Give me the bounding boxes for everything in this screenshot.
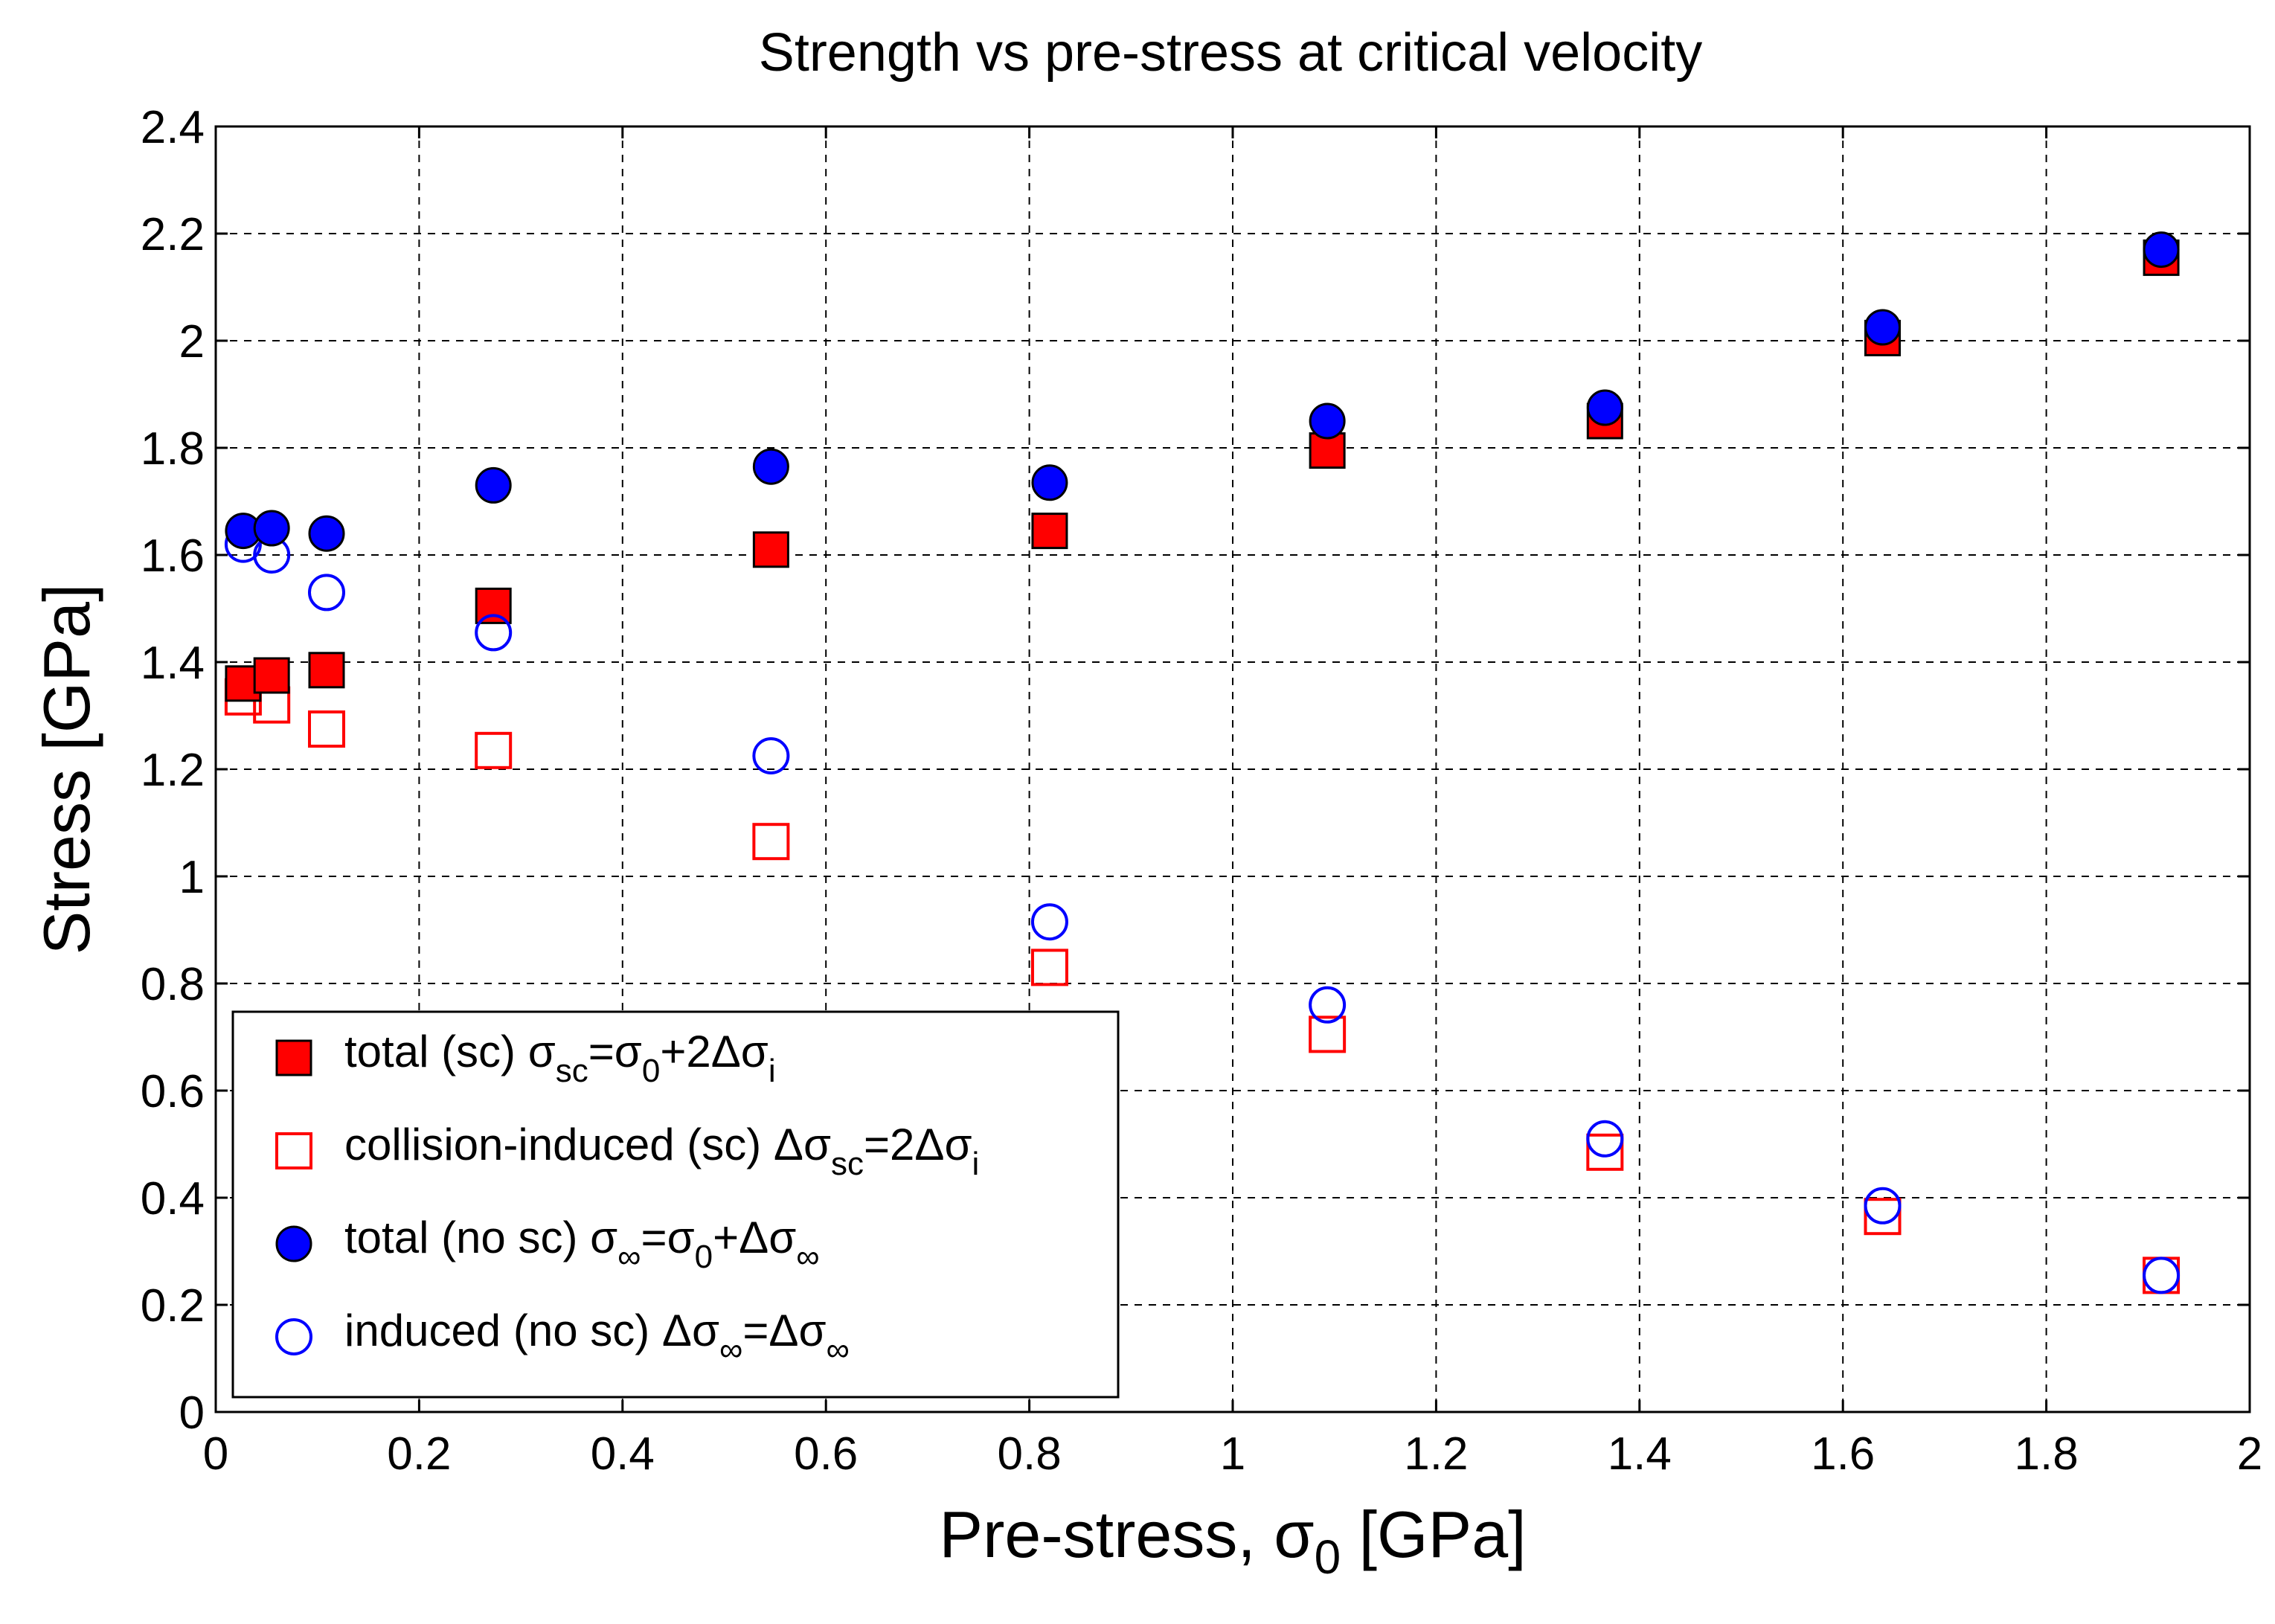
open-square-point	[308, 710, 346, 748]
filled-square-point	[308, 652, 345, 689]
axis-ticks	[214, 125, 2251, 1413]
open-circle-point	[752, 737, 790, 774]
open-square-point	[1864, 1198, 1902, 1236]
filled-circle-point	[253, 510, 290, 547]
y-tick-label: 1.2	[141, 745, 205, 796]
filled-circle-point	[1586, 389, 1623, 426]
legend-entry-label: total (no sc) σ∞=σ0+Δσ∞	[344, 1213, 820, 1275]
legend-entry-label: total (sc) σsc=σ0+2Δσi	[344, 1027, 776, 1089]
legend-open-square-icon	[275, 1132, 312, 1169]
filled-circle-point	[1864, 309, 1902, 346]
open-square-point	[1030, 949, 1068, 986]
legend-text-part: total (no sc) σ	[344, 1213, 617, 1262]
legend-subscript: ∞	[796, 1239, 819, 1275]
legend-text-part: =Δσ	[742, 1306, 826, 1355]
legend-text-part: collision-induced (sc) Δσ	[344, 1120, 831, 1169]
filled-circle-point	[1031, 464, 1068, 501]
legend-subscript: 0	[642, 1053, 660, 1089]
legend-text-part: +Δσ	[713, 1213, 796, 1262]
x-tick-label: 1.8	[2014, 1428, 2078, 1480]
legend-text-part: =σ	[588, 1027, 642, 1076]
y-tick-label: 1.8	[141, 423, 205, 475]
filled-square-point	[253, 657, 290, 694]
legend-subscript: i	[972, 1146, 980, 1182]
filled-circle-point	[752, 448, 789, 485]
chart-title: Strength vs pre-stress at critical veloc…	[759, 23, 1702, 83]
x-tick-label: 0	[203, 1428, 228, 1480]
x-tick-label: 1.6	[1811, 1428, 1875, 1480]
y-tick-label: 1.6	[141, 530, 205, 582]
y-tick-label: 1.4	[141, 638, 205, 689]
y-tick-label: 0	[179, 1387, 205, 1439]
grid-lines	[216, 126, 2250, 1412]
legend-subscript: i	[769, 1053, 776, 1089]
open-circle-point	[308, 574, 346, 612]
open-square-point	[475, 731, 513, 769]
x-tick-label: 0.4	[591, 1428, 655, 1480]
x-tick-label: 1.4	[1608, 1428, 1672, 1480]
open-square-point	[752, 823, 790, 861]
legend-text-part: induced (no sc) Δσ	[344, 1306, 719, 1355]
y-tick-label: 0.2	[141, 1280, 205, 1332]
open-circle-point	[475, 614, 513, 652]
open-square-point	[1309, 1015, 1347, 1053]
legend-subscript: ∞	[617, 1239, 641, 1275]
open-circle-point	[1864, 1187, 1902, 1225]
legend-open-circle-icon	[275, 1318, 312, 1355]
legend-text-part: total (sc) σ	[344, 1027, 556, 1076]
x-tick-labels: 0 0.2 0.4 0.6 0.8 1 1.2 1.4 1.6 1.8 2	[203, 1428, 2262, 1480]
y-tick-label: 1	[179, 852, 205, 903]
legend-subscript: 0	[695, 1239, 713, 1275]
x-tick-label: 1	[1220, 1428, 1245, 1480]
filled-square-point	[752, 531, 789, 568]
legend-text-part: =σ	[641, 1213, 695, 1262]
y-tick-label: 0.8	[141, 959, 205, 1010]
y-tick-label: 2	[179, 316, 205, 368]
y-tick-label: 2.4	[141, 102, 205, 153]
filled-square-point	[1031, 513, 1068, 550]
legend-subscript: ∞	[719, 1332, 742, 1368]
y-tick-labels: 0 0.2 0.4 0.6 0.8 1 1.2 1.4 1.6 1.8 2 2.2 2.4	[141, 102, 205, 1439]
filled-circle-point	[2143, 231, 2180, 269]
open-circle-point	[2143, 1256, 2181, 1294]
x-axis-title-main: Pre-stress, σ	[939, 1498, 1314, 1571]
legend-text-part: +2Δσ	[660, 1027, 769, 1076]
open-circle-point	[1586, 1120, 1624, 1158]
legend-subscript: sc	[831, 1146, 864, 1182]
legend-filled-square-icon	[275, 1039, 312, 1076]
open-square-point	[1586, 1133, 1624, 1171]
y-tick-label: 0.4	[141, 1173, 205, 1225]
y-axis-title: Stress [GPa]	[30, 584, 103, 955]
x-axis-title: Pre-stress, σ0 [GPa]	[939, 1498, 1526, 1584]
y-tick-label: 0.6	[141, 1066, 205, 1117]
filled-circle-point	[475, 466, 512, 504]
y-tick-label: 2.2	[141, 209, 205, 260]
legend-box	[231, 1010, 1120, 1399]
legend: total (sc) σsc=σ0+2Δσicollision-induced …	[231, 1010, 1120, 1399]
x-axis-title-subscript: 0	[1315, 1530, 1341, 1584]
x-tick-label: 0.2	[387, 1428, 451, 1480]
legend-subscript: ∞	[827, 1332, 850, 1368]
open-circle-point	[1030, 903, 1068, 941]
open-circle-point	[1309, 986, 1347, 1024]
legend-entry-label: collision-induced (sc) Δσsc=2Δσi	[344, 1120, 979, 1182]
filled-circle-point	[308, 515, 345, 552]
legend-filled-circle-icon	[275, 1225, 312, 1262]
filled-square-point	[475, 587, 512, 624]
legend-subscript: sc	[556, 1053, 588, 1089]
legend-text-part: =2Δσ	[864, 1120, 972, 1169]
x-tick-label: 1.2	[1404, 1428, 1468, 1480]
filled-circle-point	[1309, 402, 1346, 440]
legend-entry-label: induced (no sc) Δσ∞=Δσ∞	[344, 1306, 850, 1368]
x-tick-label: 0.8	[997, 1428, 1061, 1480]
x-tick-label: 2	[2237, 1428, 2262, 1480]
x-axis-title-unit: [GPa]	[1341, 1498, 1526, 1571]
data-markers	[224, 231, 2181, 1294]
x-tick-label: 0.6	[794, 1428, 858, 1480]
